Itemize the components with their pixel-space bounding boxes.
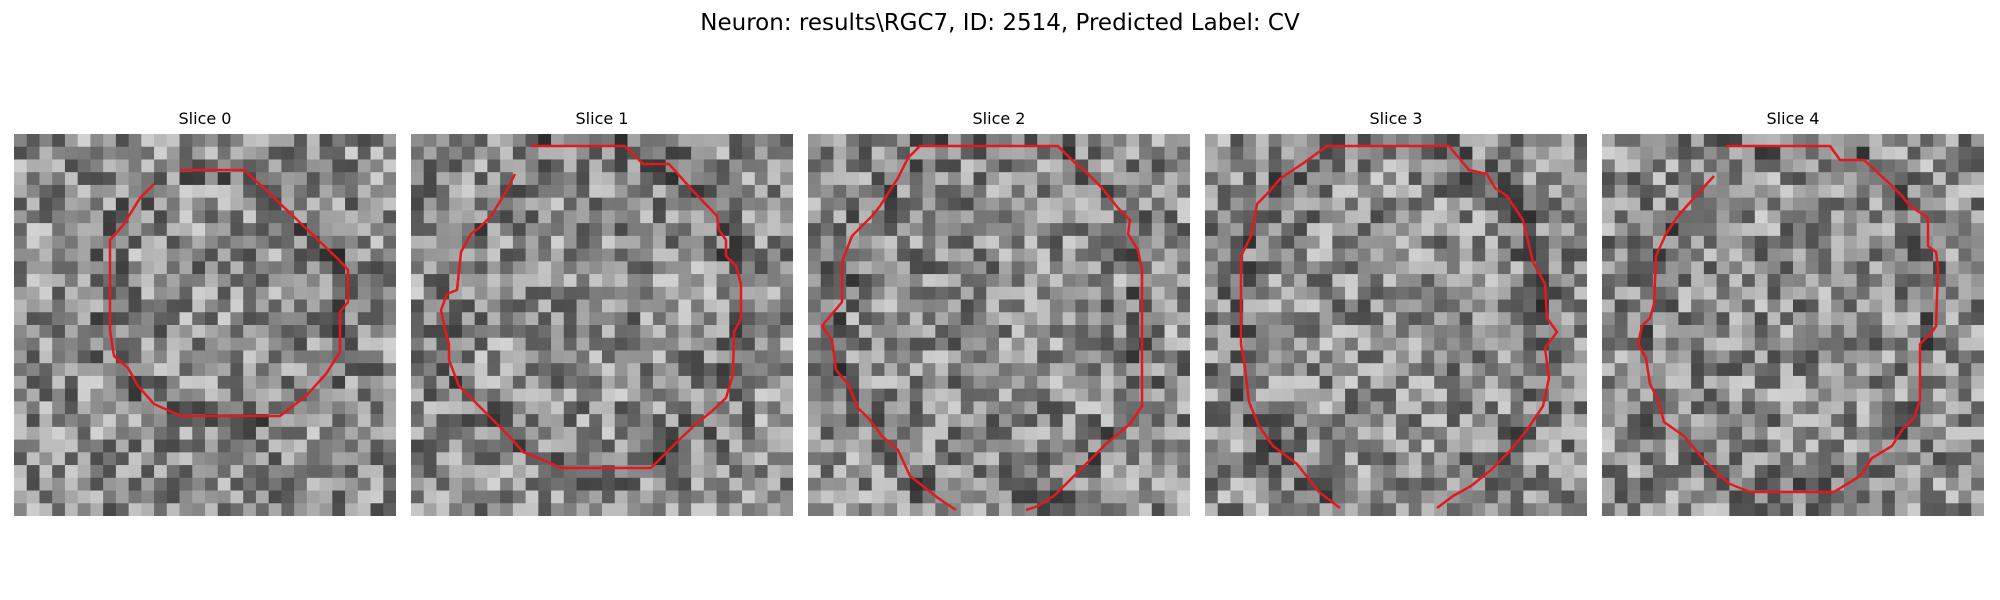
- slice-title: Slice 0: [14, 109, 396, 129]
- slice-image: [1602, 134, 1984, 516]
- slice-title: Slice 3: [1205, 109, 1587, 129]
- slice-image: [411, 134, 793, 516]
- slice-image: [808, 134, 1190, 516]
- slice-image: [1205, 134, 1587, 516]
- slice-title: Slice 2: [808, 109, 1190, 129]
- slice-title: Slice 1: [411, 109, 793, 129]
- figure-title: Neuron: results\RGC7, ID: 2514, Predicte…: [0, 8, 2000, 38]
- slice-title: Slice 4: [1602, 109, 1984, 129]
- slice-image: [14, 134, 396, 516]
